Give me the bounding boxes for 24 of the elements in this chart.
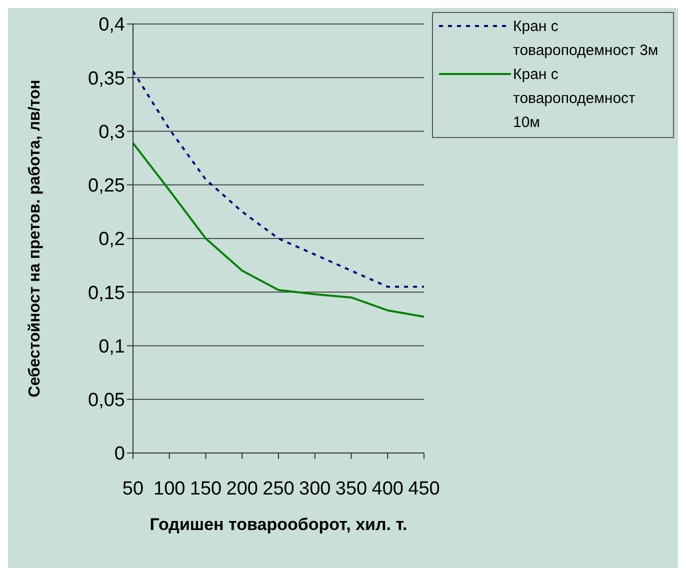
y-axis-title: Себестойност на претов. работа, лв/тон bbox=[26, 80, 44, 398]
y-tick-label: 0 bbox=[114, 444, 125, 465]
x-tick-label: 100 bbox=[154, 478, 186, 500]
x-tick-label: 400 bbox=[372, 478, 404, 500]
legend-label: Кран с товароподемност 3м bbox=[513, 17, 660, 61]
x-tick-label: 350 bbox=[335, 478, 368, 500]
y-tick-label: 0,2 bbox=[98, 229, 125, 250]
line-series bbox=[132, 70, 425, 288]
y-tick-label: 0,3 bbox=[98, 122, 125, 143]
x-tick-label: 50 bbox=[122, 478, 144, 500]
y-tick-label: 0,05 bbox=[88, 390, 125, 412]
y-tick-label: 0,15 bbox=[88, 282, 125, 304]
y-tick-label: 0,4 bbox=[98, 14, 126, 36]
line-series bbox=[132, 142, 425, 318]
x-tick-label: 300 bbox=[299, 478, 331, 500]
x-tick-label: 250 bbox=[262, 478, 294, 500]
y-tick-label: 0,1 bbox=[98, 336, 125, 358]
x-tick-label: 450 bbox=[408, 478, 440, 500]
x-tick-label: 200 bbox=[226, 478, 258, 500]
x-axis-title: Годишен товарооборот, хил. т. bbox=[150, 515, 408, 534]
y-tick-label: 0,35 bbox=[88, 68, 125, 90]
y-tick-label: 0,25 bbox=[88, 176, 125, 197]
x-tick-label: 150 bbox=[190, 478, 222, 500]
legend-label: Кран с товароподемност 10м bbox=[513, 65, 636, 133]
